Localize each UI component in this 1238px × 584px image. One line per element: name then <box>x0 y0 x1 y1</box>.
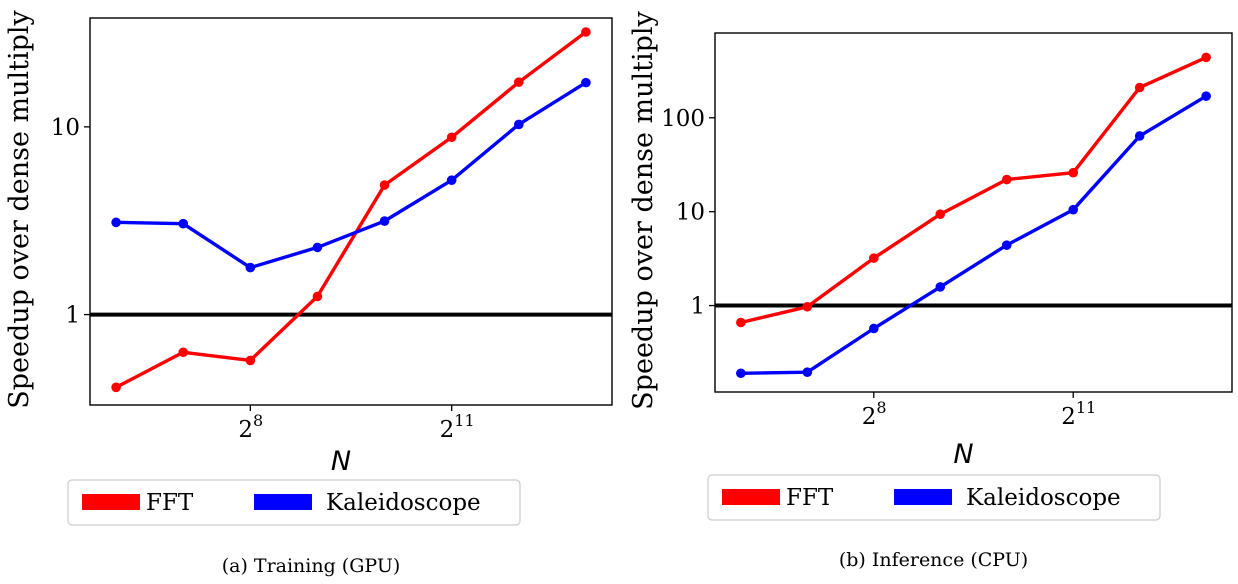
series-line-kaleidoscope <box>740 94 1208 375</box>
legend-label-fft: FFT <box>146 490 194 516</box>
data-point-kaleidoscope <box>736 368 746 379</box>
data-point-kaleidoscope <box>446 175 457 185</box>
x-axis-title: N <box>331 446 351 477</box>
x-tick-label: 28 <box>238 411 263 443</box>
data-point-kaleidoscope <box>802 367 813 378</box>
figure-caption: (a) Training (GPU) <box>222 555 401 577</box>
y-tick-label: 1 <box>690 294 705 320</box>
data-point-fft <box>736 317 746 328</box>
legend: FFT Kaleidoscope <box>707 474 1161 521</box>
y-axis-title: Speedup over dense multiply <box>628 10 659 409</box>
chart-panel-1: 1 10 28 211 Speedup over dense multiply N FFT K… <box>4 9 613 577</box>
data-point-fft <box>312 291 323 302</box>
series-line-fft <box>740 55 1207 325</box>
figure-caption: (b) Inference (CPU) <box>839 549 1028 571</box>
data-point-kaleidoscope <box>1001 240 1012 250</box>
y-tick-label: 100 <box>661 106 705 132</box>
data-point-fft <box>868 253 879 263</box>
data-point-kaleidoscope <box>379 216 390 226</box>
x-tick-label: 211 <box>1061 398 1096 430</box>
data-point-fft <box>446 132 457 143</box>
legend-swatch-kaleidoscope <box>894 489 952 505</box>
data-point-fft <box>581 27 591 37</box>
data-point-kaleidoscope <box>1068 204 1079 215</box>
data-point-fft <box>1001 174 1012 185</box>
legend: FFT Kaleidoscope <box>67 479 521 526</box>
data-point-fft <box>245 355 256 366</box>
data-point-kaleidoscope <box>513 119 524 130</box>
y-tick-label: 10 <box>51 115 80 141</box>
data-point-fft <box>513 77 524 87</box>
data-point-kaleidoscope <box>868 323 879 334</box>
data-point-kaleidoscope <box>1134 131 1145 141</box>
x-tick-label: 28 <box>862 398 887 430</box>
legend-label-kaleidoscope: Kaleidoscope <box>326 490 481 516</box>
data-point-fft <box>1068 167 1079 178</box>
data-point-kaleidoscope <box>581 77 591 88</box>
plot-frame <box>89 17 613 406</box>
series-line-kaleidoscope <box>116 81 587 270</box>
data-point-fft <box>1134 82 1145 93</box>
data-point-kaleidoscope <box>1201 91 1211 101</box>
legend-swatch-fft <box>82 494 140 510</box>
legend-swatch-kaleidoscope <box>254 494 312 510</box>
legend-label-fft: FFT <box>786 485 834 511</box>
legend-label-kaleidoscope: Kaleidoscope <box>966 485 1121 511</box>
data-point-kaleidoscope <box>111 217 121 228</box>
y-tick-label: 1 <box>65 303 80 329</box>
y-tick-label: 10 <box>676 200 705 226</box>
series-line-fft <box>115 30 587 389</box>
data-point-fft <box>178 347 189 358</box>
x-tick-label: 211 <box>440 411 475 443</box>
data-point-fft <box>111 382 121 393</box>
data-point-kaleidoscope <box>312 242 323 253</box>
data-point-kaleidoscope <box>245 262 256 273</box>
data-point-kaleidoscope <box>178 218 189 229</box>
y-axis-title: Speedup over dense multiply <box>4 9 35 408</box>
plot-frame <box>714 32 1233 393</box>
data-point-fft <box>802 301 813 312</box>
data-point-fft <box>379 180 390 190</box>
data-point-fft <box>935 209 946 219</box>
x-axis-title: N <box>953 439 973 470</box>
data-point-fft <box>1201 52 1211 63</box>
legend-swatch-fft <box>722 489 780 505</box>
data-point-kaleidoscope <box>935 282 946 292</box>
